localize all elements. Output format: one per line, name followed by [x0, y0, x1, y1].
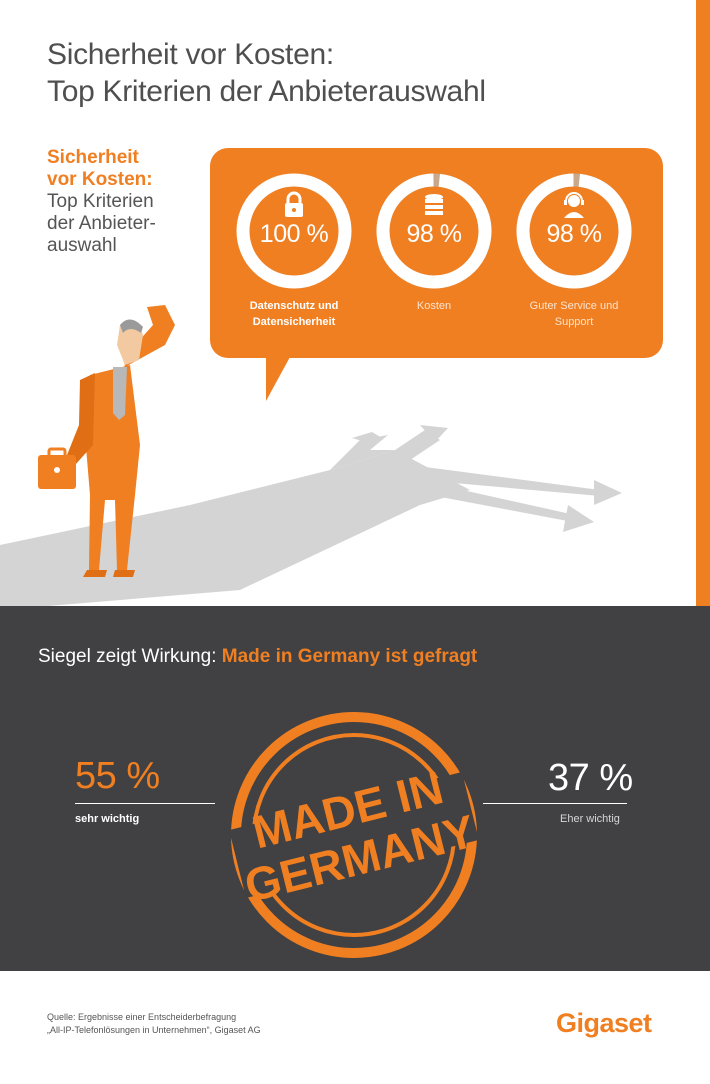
- headline-highlight: Made in Germany ist gefragt: [221, 646, 478, 667]
- made-in-germany-stamp: MADE IN GERMANY: [229, 712, 480, 958]
- arrowhead-shadow-3: [594, 480, 622, 505]
- criterion-label-3-line1: Guter Service und: [529, 300, 619, 312]
- criterion-label-1-line2: Datensicherheit: [252, 316, 336, 328]
- criterion-ring-2: 98 %: [375, 172, 493, 290]
- side-sub-line1: Top Kriterien: [47, 191, 154, 212]
- coins-icon: [425, 194, 443, 215]
- ring-fill-1: [236, 173, 352, 289]
- stamp-text-band: [229, 772, 479, 898]
- headline-prefix: Siegel zeigt Wirkung:: [38, 646, 222, 667]
- source-note: Quelle: Ergebnisse einer Entscheiderbefr…: [47, 1011, 261, 1037]
- criterion-value-1: 100 %: [259, 220, 329, 248]
- head: [117, 321, 143, 365]
- speech-bubble-tail: [266, 357, 290, 401]
- criterion-label-2: Kosten: [359, 298, 509, 314]
- progress-ring-1: [236, 173, 352, 289]
- criteria-speech-bubble: 100 % Datenschutz und Datensicherheit 98…: [210, 148, 663, 358]
- shirt-tie: [113, 367, 127, 420]
- stat-very-important-value: 55 %: [75, 755, 160, 797]
- criterion-ring-3: 98 %: [515, 172, 633, 290]
- briefcase-lock: [54, 467, 60, 473]
- arrowhead-shadow-1: [352, 432, 382, 444]
- side-highlight-line2: vor Kosten:: [47, 169, 153, 190]
- progress-ring-2: [376, 173, 492, 289]
- stat-rather-important-value: 37 %: [548, 757, 633, 799]
- page-title-line2: Top Kriterien der Anbieterauswahl: [47, 75, 486, 108]
- accent-bar: [696, 0, 710, 606]
- arrow-shadow-2: [395, 430, 440, 460]
- criterion-value-2: 98 %: [406, 220, 462, 248]
- page-title-line1: Sicherheit vor Kosten:: [47, 38, 334, 71]
- side-caption: Sicherheit vor Kosten: Top Kriterien der…: [47, 147, 207, 257]
- side-sub-line3: auswahl: [47, 235, 117, 256]
- criterion-label-1: Datenschutz und Datensicherheit: [219, 298, 369, 330]
- stat-right-divider: [483, 803, 627, 804]
- stat-very-important-label: sehr wichtig: [75, 813, 140, 825]
- businessman-illustration: [38, 305, 175, 577]
- suit-body: [85, 365, 140, 570]
- criterion-ring-1: 100 %: [235, 172, 353, 290]
- arrowhead-shadow-2: [420, 425, 448, 442]
- progress-ring-3: [516, 173, 632, 289]
- hair: [120, 319, 143, 333]
- stat-rather-important-label: Eher wichtig: [560, 813, 620, 825]
- source-line2: „All-IP-Telefonlösungen in Unternehmen“,…: [47, 1025, 261, 1035]
- briefcase-handle: [47, 447, 67, 459]
- source-line1: Quelle: Ergebnisse einer Entscheiderbefr…: [47, 1012, 237, 1022]
- suit-arm-left: [67, 373, 95, 465]
- criterion-label-1-line1: Datenschutz und: [249, 300, 339, 312]
- arrowhead-shadow-4: [563, 505, 594, 532]
- headset-icon: [564, 192, 584, 218]
- ring-fill-2: [376, 173, 492, 289]
- arrow-shadow-4: [430, 485, 575, 522]
- shoe-right: [113, 570, 135, 577]
- made-in-germany-panel: [0, 606, 710, 971]
- shoe-left: [83, 570, 107, 577]
- lock-icon: [285, 191, 303, 217]
- stat-left-divider: [75, 803, 215, 804]
- arrow-shadow-1: [330, 435, 395, 470]
- criterion-value-3: 98 %: [546, 220, 602, 248]
- side-sub-line2: der Anbieter-: [47, 213, 156, 234]
- criterion-label-3-line2: Support: [554, 316, 594, 328]
- arrow-shadow-3: [410, 465, 600, 496]
- criterion-label-2-line1: Kosten: [416, 300, 452, 312]
- side-highlight-line1: Sicherheit: [47, 147, 139, 168]
- made-in-germany-headline: Siegel zeigt Wirkung: Made in Germany is…: [38, 646, 477, 668]
- criterion-label-3: Guter Service und Support: [499, 298, 649, 330]
- page-title: Sicherheit vor Kosten: Top Kriterien der…: [47, 36, 486, 110]
- gigaset-logo: Gigaset: [556, 1008, 652, 1038]
